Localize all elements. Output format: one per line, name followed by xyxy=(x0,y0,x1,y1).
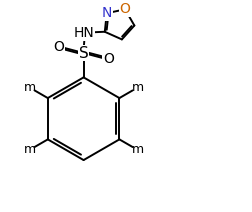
Text: m: m xyxy=(132,144,144,156)
Text: O: O xyxy=(53,40,64,54)
Text: N: N xyxy=(102,6,112,20)
Text: m: m xyxy=(132,81,144,94)
Text: HN: HN xyxy=(73,26,94,40)
Text: m: m xyxy=(23,144,36,156)
Text: S: S xyxy=(79,46,88,60)
Text: O: O xyxy=(103,52,114,66)
Text: m: m xyxy=(23,81,36,94)
Text: O: O xyxy=(120,2,131,16)
